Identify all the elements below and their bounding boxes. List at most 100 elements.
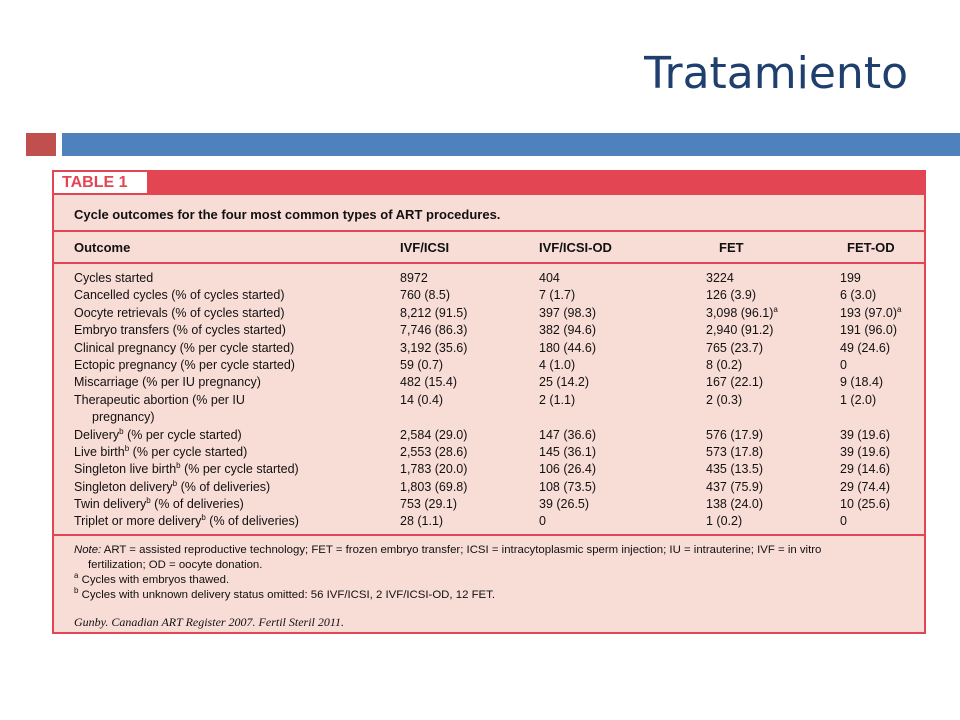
row-value: 3224 bbox=[706, 271, 734, 285]
footnote-a-mark: a bbox=[74, 571, 79, 581]
row-value: 138 (24.0) bbox=[706, 497, 763, 512]
table-source: Gunby. Canadian ART Register 2007. Ferti… bbox=[74, 615, 344, 629]
row-value: 8,212 (91.5) bbox=[400, 305, 468, 320]
table-row: Clinical pregnancy (% per cycle started)… bbox=[54, 340, 924, 357]
row-value: 382 (94.6) bbox=[539, 323, 596, 338]
table-notes: Note: ART = assisted reproductive techno… bbox=[74, 543, 910, 603]
row-value: 3,098 (96.1)a bbox=[706, 304, 778, 320]
note-text-line2: fertilization; OD = oocyte donation. bbox=[88, 559, 263, 571]
row-value: 3,192 (35.6) bbox=[400, 340, 468, 355]
row-value: 145 (36.1) bbox=[539, 444, 596, 459]
row-value: 1 (0.2) bbox=[706, 514, 743, 529]
row-value: 108 (73.5) bbox=[539, 479, 596, 494]
note-text: ART = assisted reproductive technology; … bbox=[101, 544, 822, 556]
row-outcome: Deliveryb (% per cycle started) bbox=[74, 426, 242, 442]
table-row: Singleton deliveryb (% of deliveries) 1,8… bbox=[54, 479, 924, 496]
row-value: 25 (14.2) bbox=[539, 375, 590, 390]
table-row: Therapeutic abortion (% per IU pregnancy)… bbox=[54, 392, 924, 427]
row-value: 2,940 (91.2) bbox=[706, 323, 774, 338]
footnote-a: Cycles with embryos thawed. bbox=[78, 574, 230, 586]
row-outcome: Live birthb (% per cycle started) bbox=[74, 443, 248, 459]
table-card: TABLE 1 Cycle outcomes for the four most… bbox=[52, 170, 926, 634]
row-outcome: Embryo transfers (% of cycles started) bbox=[74, 323, 286, 338]
row-value: 167 (22.1) bbox=[706, 375, 763, 390]
rule-bottom bbox=[54, 534, 924, 536]
row-value: 126 (3.9) bbox=[706, 288, 757, 303]
rule-top bbox=[54, 230, 924, 232]
row-value: 39 (26.5) bbox=[539, 497, 590, 512]
row-outcome: Clinical pregnancy (% per cycle started) bbox=[74, 340, 295, 355]
row-value: 4 (1.0) bbox=[539, 357, 576, 372]
table-row: Cancelled cycles (% of cycles started) 76… bbox=[54, 287, 924, 304]
column-header-fet: FET bbox=[719, 240, 744, 255]
row-value: 8 (0.2) bbox=[706, 357, 743, 372]
row-value: 482 (15.4) bbox=[400, 375, 457, 390]
table-row: Twin deliveryb (% of deliveries) 753 (29.… bbox=[54, 496, 924, 513]
row-outcome: Singleton live birthb (% per cycle start… bbox=[74, 461, 299, 477]
row-value: 29 (74.4) bbox=[840, 479, 891, 494]
footnote-b-mark: b bbox=[74, 586, 79, 596]
row-value: 14 (0.4) bbox=[400, 392, 444, 407]
row-value: 753 (29.1) bbox=[400, 497, 457, 512]
row-value: 7,746 (86.3) bbox=[400, 323, 468, 338]
row-value: 49 (24.6) bbox=[840, 340, 891, 355]
table-row: Miscarriage (% per IU pregnancy) 482 (15.… bbox=[54, 374, 924, 391]
table-row: Oocyte retrievals (% of cycles started) 8… bbox=[54, 305, 924, 322]
row-outcome: Miscarriage (% per IU pregnancy) bbox=[74, 375, 261, 390]
row-value: 39 (19.6) bbox=[840, 427, 891, 442]
slide-title: Tratamiento bbox=[644, 48, 908, 99]
table-row: Deliveryb (% per cycle started) 2,584 (29… bbox=[54, 427, 924, 444]
row-outcome: Oocyte retrievals (% of cycles started) bbox=[74, 305, 285, 320]
row-value: 437 (75.9) bbox=[706, 479, 763, 494]
row-value: 1,783 (20.0) bbox=[400, 462, 468, 477]
row-value: 199 bbox=[840, 271, 861, 285]
row-value: 59 (0.7) bbox=[400, 357, 444, 372]
row-value: 1,803 (69.8) bbox=[400, 479, 468, 494]
row-value: 147 (36.6) bbox=[539, 427, 596, 442]
accent-bar-blue bbox=[62, 133, 960, 156]
row-value: 0 bbox=[840, 357, 847, 372]
table-body: Cycles started 8972 404 3224 199 Cancelled cy… bbox=[54, 270, 924, 531]
table-header-band bbox=[54, 172, 924, 195]
table-row: Singleton live birthb (% per cycle start… bbox=[54, 461, 924, 478]
row-value: 9 (18.4) bbox=[840, 375, 884, 390]
row-value: 1 (2.0) bbox=[840, 392, 877, 407]
row-value: 106 (26.4) bbox=[539, 462, 596, 477]
rule-header bbox=[54, 262, 924, 264]
row-value: 193 (97.0)a bbox=[840, 304, 902, 320]
row-value: 765 (23.7) bbox=[706, 340, 763, 355]
column-header-ivf-icsi: IVF/ICSI bbox=[400, 240, 450, 255]
row-value: 2,553 (28.6) bbox=[400, 444, 468, 459]
row-value: 435 (13.5) bbox=[706, 462, 763, 477]
row-outcome: Twin deliveryb (% of deliveries) bbox=[74, 495, 244, 512]
table-label: TABLE 1 bbox=[54, 172, 149, 195]
note-label: Note: bbox=[74, 544, 102, 556]
row-value: 2 (0.3) bbox=[706, 392, 743, 407]
column-header-outcome: Outcome bbox=[74, 240, 131, 255]
row-value: 28 (1.1) bbox=[400, 514, 444, 529]
row-value: 29 (14.6) bbox=[840, 462, 891, 477]
row-value: 404 bbox=[539, 271, 560, 285]
accent-bar-red bbox=[26, 133, 56, 156]
row-outcome: Cancelled cycles (% of cycles started) bbox=[74, 288, 285, 303]
row-value: 0 bbox=[539, 514, 546, 529]
row-value: 2 (1.1) bbox=[539, 392, 576, 407]
footnote-b: Cycles with unknown delivery status omit… bbox=[78, 589, 495, 601]
table-row: Cycles started 8972 404 3224 199 bbox=[54, 270, 924, 287]
table-row: Live birthb (% per cycle started) 2,553 (… bbox=[54, 444, 924, 461]
row-value: 576 (17.9) bbox=[706, 427, 763, 442]
row-value: 10 (25.6) bbox=[840, 497, 891, 512]
row-value: 760 (8.5) bbox=[400, 288, 451, 303]
column-header-ivf-icsi-od: IVF/ICSI-OD bbox=[539, 240, 612, 255]
row-value: 180 (44.6) bbox=[539, 340, 596, 355]
row-value: 8972 bbox=[400, 271, 428, 285]
row-outcome: Cycles started bbox=[74, 271, 154, 285]
row-outcome: Ectopic pregnancy (% per cycle started) bbox=[74, 357, 295, 372]
row-value: 2,584 (29.0) bbox=[400, 427, 468, 442]
row-value: 573 (17.8) bbox=[706, 444, 763, 459]
column-header-fet-od: FET-OD bbox=[847, 240, 895, 255]
row-value: 39 (19.6) bbox=[840, 444, 891, 459]
row-outcome: Triplet or more deliveryb (% of deliveri… bbox=[74, 513, 299, 529]
row-value: 7 (1.7) bbox=[539, 288, 576, 303]
row-outcome: Therapeutic abortion (% per IU pregnancy) bbox=[74, 392, 245, 425]
